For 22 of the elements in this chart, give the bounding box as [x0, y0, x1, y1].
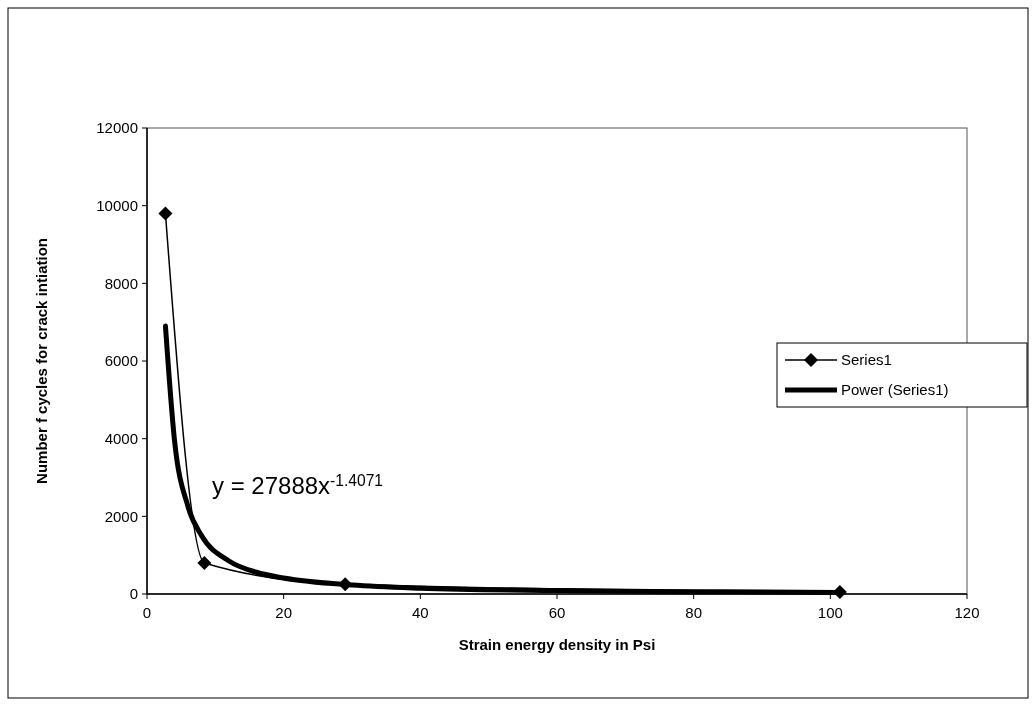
annotation: y = 27888x$^{-1.4071}$: [212, 471, 383, 499]
legend-label: Series1: [841, 351, 892, 369]
point: [338, 577, 353, 592]
x-tick-label: 40: [411, 604, 429, 621]
x-tick-label: 20: [275, 604, 293, 621]
y-tick-label: 12000: [96, 119, 138, 137]
y-tick-label: 10000: [96, 196, 138, 214]
x-tick-label: 80: [685, 604, 703, 621]
x-axis-title: Strain energy density in Psi: [458, 636, 656, 653]
point: [197, 555, 212, 570]
y-tick-label: 4000: [104, 429, 138, 447]
y-axis-title: Number f cycles for crack intiation: [33, 238, 50, 484]
legend-label: Power (Series1): [841, 381, 949, 399]
x-tick-label: 120: [954, 604, 980, 621]
point: [158, 206, 173, 221]
x-tick-label: 60: [548, 604, 566, 621]
x-tick-label: 100: [817, 604, 843, 621]
x-tick-label: 0: [142, 604, 152, 621]
y-tick-label: 6000: [104, 352, 138, 370]
y-tick-label: 2000: [104, 507, 138, 525]
y-tick-label: 0: [129, 585, 138, 603]
y-tick-label: 8000: [104, 274, 138, 292]
